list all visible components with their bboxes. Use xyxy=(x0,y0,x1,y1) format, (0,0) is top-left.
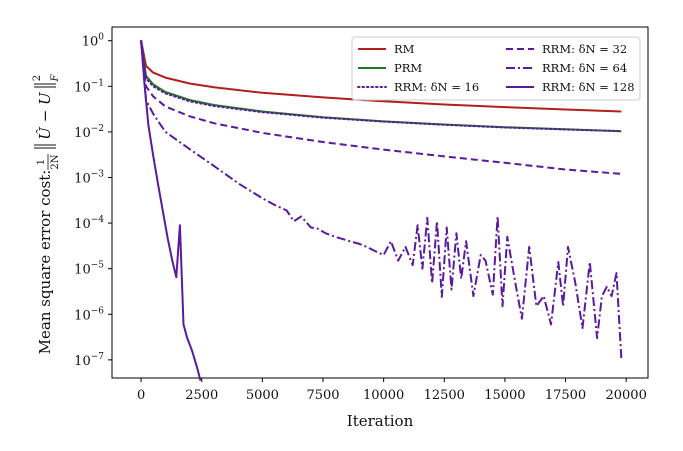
series-layer xyxy=(140,39,623,381)
x-tick-label: 7500 xyxy=(306,388,339,403)
x-tick-label: 10000 xyxy=(363,388,404,403)
y-axis-label-frac-num: 1 xyxy=(36,159,47,165)
series-line-3 xyxy=(140,40,622,175)
series-line-5 xyxy=(140,40,202,381)
x-tick-label: 2500 xyxy=(185,388,218,403)
y-tick-label: 10−6 xyxy=(74,306,104,323)
y-tick-label: 100 xyxy=(82,33,105,50)
y-axis-label-frac-den: 2N xyxy=(50,154,61,169)
y-tick-label: 10−1 xyxy=(74,78,104,95)
x-tick-label: 17500 xyxy=(545,388,586,403)
y-tick-label: 10−3 xyxy=(74,169,104,186)
y-tick-label: 10−2 xyxy=(74,124,104,141)
x-axis-ticks: 0 2500 5000 7500 10000 12500 15000 17500 20000 xyxy=(137,378,647,403)
legend-label-5: RRM: δN = 128 xyxy=(542,80,635,94)
plot-frame xyxy=(111,26,649,379)
y-axis-label-exponent: 2 xyxy=(32,75,43,81)
y-axis-label-subscript: F xyxy=(50,73,61,82)
x-tick-label: 0 xyxy=(137,388,145,403)
y-tick-label: 10−5 xyxy=(74,261,104,278)
legend-label-3: RRM: δN = 32 xyxy=(542,42,627,56)
legend-label-4: RRM: δN = 64 xyxy=(542,61,627,75)
y-axis-label-norm-body: Û − U xyxy=(36,91,54,140)
series-line-2 xyxy=(140,39,623,133)
x-tick-label: 20000 xyxy=(605,388,646,403)
legend-label-0: RM xyxy=(394,42,415,56)
x-tick-label: 12500 xyxy=(424,388,465,403)
y-tick-label: 10−7 xyxy=(74,352,104,369)
legend-label-2: RRM: δN = 16 xyxy=(394,80,479,94)
y-tick-label: 10−4 xyxy=(74,215,104,232)
y-axis-ticks: 100 10−1 10−2 10−3 10−4 10−5 10−6 10−7 xyxy=(74,33,112,369)
legend: RM PRM RRM: δN = 16 RRM: δN = 32 RRM: δN = 6… xyxy=(351,36,641,101)
y-axis-label: Mean square error cost: 1 2N Û − U 2 F xyxy=(32,73,61,354)
legend-label-1: PRM xyxy=(394,61,422,75)
x-tick-label: 15000 xyxy=(484,388,525,403)
x-axis-label: Iteration xyxy=(347,412,414,430)
x-tick-label: 5000 xyxy=(246,388,279,403)
y-axis-label-prefix: Mean square error cost: xyxy=(36,170,54,355)
series-line-0 xyxy=(140,40,622,113)
legend-box xyxy=(351,36,641,101)
series-line-4 xyxy=(140,40,623,359)
